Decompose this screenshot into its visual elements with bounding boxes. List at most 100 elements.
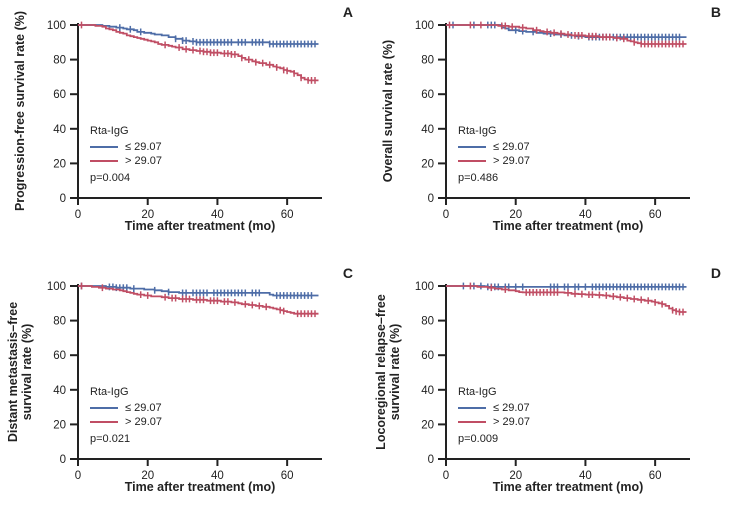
legend-line-low-icon xyxy=(458,146,486,148)
panel-d-plot: 0 20 40 60 80 100 0 20 40 60 xyxy=(368,261,735,521)
svg-text:20: 20 xyxy=(509,470,522,482)
legend-item-low: ≤ 29.07 xyxy=(90,140,162,154)
y-axis-label: Progression-free survival rate (%) xyxy=(13,11,27,211)
svg-text:60: 60 xyxy=(421,350,434,362)
y-axis-label: Overall survival rate (%) xyxy=(381,40,395,182)
svg-text:20: 20 xyxy=(509,209,522,221)
svg-text:0: 0 xyxy=(428,193,434,205)
panel-c-plot: 0 20 40 60 80 100 0 20 40 60 xyxy=(0,261,367,521)
p-value: p=0.486 xyxy=(458,172,499,184)
panel-d: 0 20 40 60 80 100 0 20 40 60 Locoregional relapse… xyxy=(368,261,735,521)
svg-text:0: 0 xyxy=(75,209,81,221)
legend-line-high-icon xyxy=(458,160,486,162)
svg-text:40: 40 xyxy=(579,470,592,482)
svg-text:40: 40 xyxy=(579,209,592,221)
legend-label-low: ≤ 29.07 xyxy=(125,402,162,414)
x-axis-label: Time after treatment (mo) xyxy=(492,219,644,233)
svg-text:100: 100 xyxy=(415,20,434,32)
svg-text:0: 0 xyxy=(428,454,434,466)
svg-text:60: 60 xyxy=(281,209,294,221)
svg-text:20: 20 xyxy=(53,419,66,431)
svg-text:40: 40 xyxy=(211,209,224,221)
svg-text:60: 60 xyxy=(649,209,662,221)
legend-label-high: > 29.07 xyxy=(125,416,163,428)
panel-letter: D xyxy=(710,265,721,281)
x-axis-label: Time after treatment (mo) xyxy=(492,480,644,494)
legend-title: Rta-IgG xyxy=(458,386,497,398)
svg-text:40: 40 xyxy=(421,124,434,136)
svg-text:80: 80 xyxy=(53,55,66,67)
x-axis-label: Time after treatment (mo) xyxy=(124,480,276,494)
y-axis-label-line2: survival rate (%) xyxy=(20,323,34,421)
panel-a: 0 20 40 60 80 100 0 20 40 60 Progression-free sur… xyxy=(0,0,367,260)
legend: Rta-IgG ≤ 29.07 > 29.07 p=0.004 xyxy=(90,125,162,184)
svg-text:20: 20 xyxy=(141,470,154,482)
svg-text:80: 80 xyxy=(421,55,434,67)
legend: Rta-IgG ≤ 29.07 > 29.07 p=0.486 xyxy=(458,125,530,184)
legend-label-low: ≤ 29.07 xyxy=(125,141,162,153)
legend-title: Rta-IgG xyxy=(458,125,497,137)
p-value: p=0.004 xyxy=(90,172,131,184)
svg-text:20: 20 xyxy=(421,419,434,431)
y-axis-label-line1: Distant metastasis–free xyxy=(6,301,20,443)
svg-text:40: 40 xyxy=(53,124,66,136)
legend-label-high: > 29.07 xyxy=(493,155,531,167)
legend-title: Rta-IgG xyxy=(90,125,129,137)
y-axis-label-line1: Overall survival rate (%) xyxy=(381,39,395,183)
svg-text:100: 100 xyxy=(47,20,66,32)
svg-text:0: 0 xyxy=(60,193,66,205)
legend-line-high-icon xyxy=(90,421,118,423)
svg-text:80: 80 xyxy=(421,316,434,328)
svg-text:0: 0 xyxy=(75,470,81,482)
legend-line-low-icon xyxy=(458,407,486,409)
svg-text:0: 0 xyxy=(443,470,449,482)
svg-text:20: 20 xyxy=(53,158,66,170)
panel-b: 0 20 40 60 80 100 0 20 40 60 Overall survival rat… xyxy=(368,0,735,260)
p-value: p=0.021 xyxy=(90,433,131,445)
legend: Rta-IgG ≤ 29.07 > 29.07 p=0.009 xyxy=(458,386,530,445)
legend-title: Rta-IgG xyxy=(90,386,129,398)
y-axis-label: Distant metastasis–free survival rate (%… xyxy=(6,302,34,442)
svg-text:40: 40 xyxy=(421,385,434,397)
y-axis-label: Locoregional relapse–free survival rate … xyxy=(374,294,402,450)
legend-line-high-icon xyxy=(458,421,486,423)
legend-item-high: > 29.07 xyxy=(90,415,162,429)
y-axis-label-line1: Locoregional relapse–free xyxy=(374,294,388,450)
svg-text:60: 60 xyxy=(281,470,294,482)
legend-item-high: > 29.07 xyxy=(458,154,530,168)
svg-text:100: 100 xyxy=(47,281,66,293)
svg-text:60: 60 xyxy=(53,89,66,101)
svg-text:100: 100 xyxy=(415,281,434,293)
svg-text:80: 80 xyxy=(53,316,66,328)
x-axis-label: Time after treatment (mo) xyxy=(124,219,276,233)
legend-item-high: > 29.07 xyxy=(90,154,162,168)
legend-item-low: ≤ 29.07 xyxy=(458,401,530,415)
svg-text:40: 40 xyxy=(53,385,66,397)
y-axis-label-line2: survival rate (%) xyxy=(388,323,402,421)
panel-letter: A xyxy=(342,4,353,20)
legend-line-low-icon xyxy=(90,407,118,409)
svg-text:40: 40 xyxy=(211,470,224,482)
panel-letter: B xyxy=(710,4,721,20)
svg-text:0: 0 xyxy=(443,209,449,221)
panel-a-plot: 0 20 40 60 80 100 0 20 40 60 xyxy=(0,0,367,260)
svg-text:60: 60 xyxy=(53,350,66,362)
y-axis-label-line1: Progression-free survival rate (%) xyxy=(13,10,27,212)
legend-line-high-icon xyxy=(90,160,118,162)
panel-c: 0 20 40 60 80 100 0 20 40 60 Distant metastasis–f… xyxy=(0,261,367,521)
legend-line-low-icon xyxy=(90,146,118,148)
svg-text:20: 20 xyxy=(141,209,154,221)
svg-text:60: 60 xyxy=(421,89,434,101)
svg-text:0: 0 xyxy=(60,454,66,466)
legend-label-low: ≤ 29.07 xyxy=(493,402,530,414)
svg-text:60: 60 xyxy=(649,470,662,482)
panel-b-plot: 0 20 40 60 80 100 0 20 40 60 xyxy=(368,0,735,260)
legend-item-low: ≤ 29.07 xyxy=(458,140,530,154)
p-value: p=0.009 xyxy=(458,433,499,445)
panel-letter: C xyxy=(342,265,353,281)
legend: Rta-IgG ≤ 29.07 > 29.07 p=0.021 xyxy=(90,386,162,445)
legend-label-high: > 29.07 xyxy=(493,416,531,428)
legend-item-high: > 29.07 xyxy=(458,415,530,429)
legend-label-high: > 29.07 xyxy=(125,155,163,167)
